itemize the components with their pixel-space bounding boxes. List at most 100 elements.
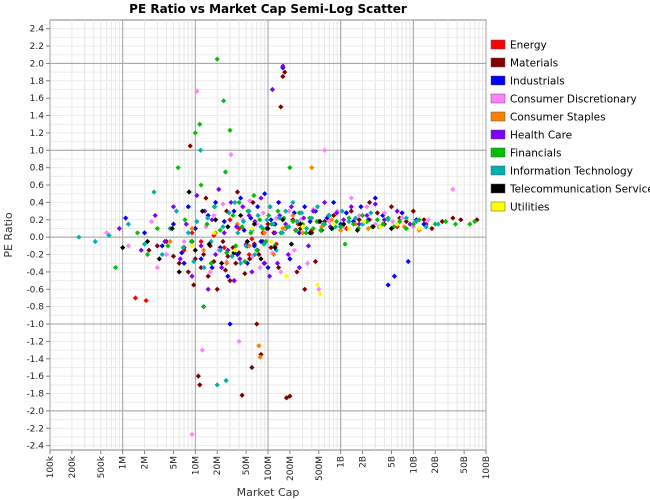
data-point [391, 273, 398, 279]
data-point [262, 191, 268, 197]
y-tick-label: 2.4 [30, 25, 45, 35]
y-axis-label: PE Ratio [2, 212, 15, 258]
data-point [238, 195, 244, 201]
data-point [219, 264, 225, 271]
data-point [123, 215, 129, 221]
data-point [262, 230, 268, 236]
data-point [273, 247, 279, 253]
data-point [225, 224, 231, 230]
data-point [326, 212, 333, 219]
data-point [198, 264, 204, 271]
data-point [92, 238, 98, 245]
data-point [185, 204, 191, 210]
data-point [211, 204, 217, 210]
data-point [221, 218, 227, 225]
data-point [201, 264, 207, 271]
data-point [162, 238, 168, 245]
data-point [380, 221, 386, 227]
y-tick-label: 1.4 [30, 112, 45, 122]
data-point [432, 221, 438, 227]
data-point [300, 230, 306, 236]
data-point [278, 269, 284, 275]
data-point [219, 260, 225, 266]
data-point [374, 217, 380, 223]
data-point [268, 217, 274, 223]
legend-item: Energy [490, 39, 547, 52]
data-point [273, 215, 279, 221]
data-point [312, 258, 319, 265]
data-point [258, 351, 264, 358]
data-point [364, 212, 370, 219]
data-point [180, 244, 186, 251]
data-point [302, 286, 308, 292]
data-point [255, 204, 261, 210]
data-point [192, 130, 198, 136]
x-tick-label: 1M [119, 456, 129, 470]
y-tick-label: -2.2 [26, 424, 44, 434]
legend-item: Utilities [490, 202, 550, 214]
data-point [201, 247, 207, 253]
y-tick-label: 0.6 [30, 181, 45, 191]
data-point [309, 165, 315, 171]
data-point [265, 221, 271, 227]
data-point [267, 204, 273, 210]
data-point [138, 247, 144, 253]
legend-label: Financials [510, 148, 561, 160]
data-point [212, 217, 219, 223]
data-point [154, 264, 160, 271]
data-point [266, 273, 273, 279]
y-tick-label: -1.6 [26, 372, 44, 382]
data-point [274, 260, 281, 266]
y-tick-label: 0.0 [30, 233, 45, 243]
legend-label: Consumer Discretionary [510, 94, 637, 106]
data-point [297, 225, 304, 232]
data-point [439, 218, 445, 225]
data-point [231, 208, 237, 214]
data-point [228, 152, 234, 158]
data-point [365, 225, 371, 232]
data-point [252, 251, 258, 258]
data-point [227, 217, 233, 223]
y-tick-label: -0.8 [26, 303, 44, 313]
data-point [159, 243, 165, 249]
y-tick-label: -0.6 [26, 285, 44, 295]
data-point [331, 212, 337, 219]
data-point [144, 238, 151, 245]
data-point [146, 247, 152, 253]
data-point [258, 238, 264, 245]
data-point [207, 269, 213, 275]
data-point [304, 225, 310, 232]
data-point [314, 218, 320, 225]
legend-label: Information Technology [510, 166, 633, 178]
data-point [287, 165, 293, 171]
x-tick-label: 5B [387, 456, 397, 468]
data-point [256, 343, 262, 349]
data-point [290, 212, 296, 219]
y-tick-label: 2.0 [30, 59, 45, 69]
data-point [381, 210, 388, 216]
data-point [236, 199, 242, 206]
data-point [232, 199, 238, 206]
y-tick-label: 1.2 [30, 129, 44, 139]
legend-swatch [490, 39, 506, 50]
data-point [231, 278, 237, 284]
x-tick-label: 2M [141, 456, 151, 470]
data-point [467, 221, 473, 227]
data-point [194, 218, 200, 225]
data-point [203, 195, 209, 201]
x-axis-label: Market Cap [237, 486, 300, 499]
legend-swatch [490, 147, 506, 158]
data-point [354, 227, 361, 233]
data-point [246, 251, 252, 258]
legend-label: Energy [510, 40, 547, 52]
data-point [280, 225, 286, 232]
data-point [233, 260, 239, 266]
data-point [242, 271, 248, 277]
x-tick-label: 200k [68, 455, 78, 478]
legend-label: Industrials [510, 76, 565, 88]
data-point [403, 225, 409, 232]
data-point [265, 264, 271, 271]
data-point [232, 247, 238, 253]
y-tick-label: -1.2 [26, 337, 44, 347]
data-point [189, 273, 195, 279]
